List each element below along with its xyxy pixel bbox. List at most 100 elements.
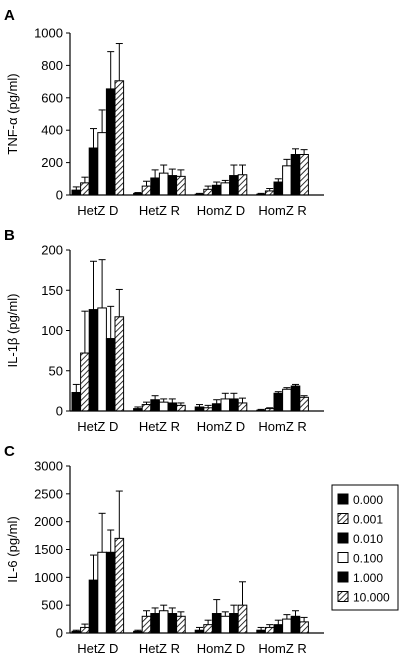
bar <box>194 406 205 412</box>
bar <box>150 399 160 412</box>
bar <box>273 624 284 634</box>
y-tick-label: 3000 <box>34 459 63 474</box>
category-label: HomZ D <box>197 419 245 434</box>
legend-box <box>331 484 399 611</box>
bar <box>114 316 125 412</box>
bar <box>158 401 169 412</box>
bar <box>237 402 248 412</box>
panel-b: B IL-1β (pg/ml) 0 50 100 150 200 HetZ D HetZ R Ho… <box>4 227 324 434</box>
bar <box>141 404 152 412</box>
legend-swatch <box>337 493 349 505</box>
bar <box>114 80 125 196</box>
panel-c: C IL-6 (pg/ml) 0 500 1000 1500 2000 2500 3000 Het… <box>4 443 324 655</box>
bar <box>299 396 309 412</box>
bar <box>167 613 178 634</box>
bar <box>141 185 152 196</box>
legend-label: 0.000 <box>353 493 383 507</box>
legend-swatch <box>337 552 349 563</box>
y-tick-label: 400 <box>41 123 63 138</box>
bar <box>97 132 107 196</box>
y-tick-label: 0 <box>56 626 63 641</box>
category-label: HetZ R <box>139 203 180 218</box>
category-label: HomZ R <box>258 641 306 655</box>
bar <box>88 147 99 196</box>
panel-letter: B <box>4 227 15 244</box>
y-tick-label: 2000 <box>34 514 63 529</box>
bar <box>150 177 160 196</box>
category-label: HetZ R <box>139 419 180 434</box>
y-tick-label: 1500 <box>34 542 63 557</box>
legend-label: 10.000 <box>353 591 390 605</box>
panel-letter: C <box>4 443 15 460</box>
category-label: HomZ D <box>197 203 245 218</box>
bar <box>167 175 178 196</box>
bar <box>211 184 222 196</box>
bar <box>290 385 301 412</box>
y-axis-label: TNF-α (pg/ml) <box>5 73 20 154</box>
y-tick-label: 0 <box>56 188 63 203</box>
bar <box>167 402 178 412</box>
bar <box>299 621 309 634</box>
category-label: HetZ R <box>139 641 180 655</box>
bar <box>105 551 116 634</box>
legend-label: 0.010 <box>353 532 383 546</box>
bar <box>220 615 231 634</box>
bar <box>282 618 292 634</box>
legend: 0.000 0.001 0.010 0.100 1.000 10.000 <box>331 484 399 611</box>
y-tick-label: 200 <box>41 155 63 170</box>
bar <box>105 88 116 196</box>
bar <box>71 391 82 412</box>
y-tick-label: 150 <box>41 283 63 298</box>
bar <box>299 154 309 196</box>
bar <box>176 175 186 196</box>
legend-label: 0.001 <box>353 513 383 527</box>
bar <box>282 388 292 412</box>
bar <box>290 615 301 634</box>
legend-swatch <box>337 571 349 583</box>
bar <box>176 404 186 412</box>
y-tick-label: 800 <box>41 58 63 73</box>
bar <box>220 182 231 196</box>
bar <box>229 613 239 634</box>
category-label: HetZ D <box>77 203 118 218</box>
bar <box>264 190 275 196</box>
bar <box>203 188 213 196</box>
legend-swatch <box>337 513 349 524</box>
bar <box>80 182 90 196</box>
bar <box>141 615 152 634</box>
legend-label: 0.100 <box>353 552 383 566</box>
bar <box>273 181 284 196</box>
bar <box>80 352 90 412</box>
category-label: HomZ R <box>258 203 306 218</box>
category-label: HetZ D <box>77 419 118 434</box>
legend-label: 1.000 <box>353 571 383 585</box>
bar <box>220 398 231 412</box>
y-axis-label: IL-6 (pg/ml) <box>5 516 20 582</box>
y-tick-label: 2500 <box>34 486 63 501</box>
bar <box>105 338 116 412</box>
bar <box>237 604 248 634</box>
category-label: HomZ R <box>258 419 306 434</box>
y-axis-label: IL-1β (pg/ml) <box>5 294 20 368</box>
bar <box>158 610 169 634</box>
bar <box>264 626 275 634</box>
bar <box>88 309 99 412</box>
bar <box>273 392 284 412</box>
panel-letter: A <box>4 7 15 24</box>
bar <box>158 172 169 196</box>
bar <box>88 579 99 634</box>
category-label: HomZ D <box>197 641 245 655</box>
bar <box>290 154 301 196</box>
bar <box>211 403 222 412</box>
bar <box>114 537 125 634</box>
y-tick-label: 500 <box>41 598 63 613</box>
y-tick-label: 600 <box>41 90 63 105</box>
bar <box>97 551 107 634</box>
legend-swatch <box>337 532 349 544</box>
y-tick-label: 1000 <box>34 26 63 41</box>
legend-swatch <box>337 591 349 602</box>
bar <box>176 615 186 634</box>
y-tick-label: 0 <box>56 404 63 419</box>
bar <box>97 307 107 412</box>
